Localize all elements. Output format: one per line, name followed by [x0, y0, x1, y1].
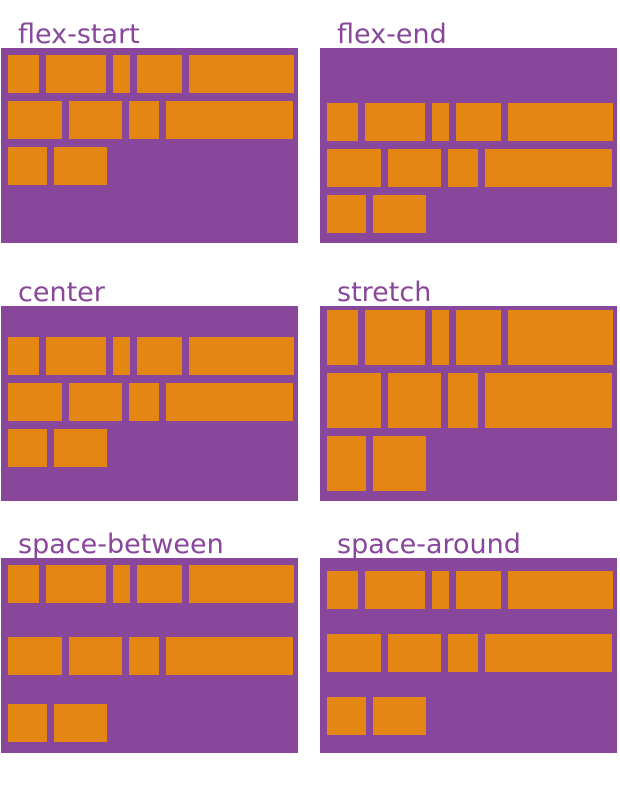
flex-item: [373, 696, 426, 735]
flex-container-flex-start: [1, 48, 298, 243]
flex-container-stretch: [320, 306, 617, 501]
flex-container-space-between: [1, 558, 298, 753]
flex-item: [327, 570, 358, 609]
flex-item: [432, 570, 449, 609]
flex-item: [327, 310, 358, 365]
flex-item: [69, 636, 122, 675]
flex-item: [46, 565, 106, 603]
flex-item: [8, 428, 47, 467]
flex-item: [327, 373, 381, 428]
flex-item: [365, 570, 425, 609]
flex-item: [327, 436, 366, 491]
flex-item: [373, 436, 426, 491]
flex-item: [129, 382, 159, 421]
flex-item: [189, 565, 294, 603]
panel-label-center: center: [18, 277, 105, 308]
flex-item: [54, 147, 107, 185]
panel-label-space-between: space-between: [18, 529, 224, 560]
flex-item: [69, 382, 122, 421]
flex-item: [508, 310, 613, 365]
flex-item: [69, 101, 122, 139]
flex-item: [54, 428, 107, 467]
panel-label-flex-end: flex-end: [337, 19, 447, 50]
flex-item: [137, 565, 182, 603]
flex-item: [432, 103, 449, 141]
flex-item: [327, 103, 358, 141]
flex-item: [485, 373, 612, 428]
flex-item: [54, 704, 107, 742]
flex-item: [448, 149, 478, 187]
flex-item: [8, 336, 39, 375]
flex-item: [137, 55, 182, 93]
flex-item: [327, 149, 381, 187]
flex-item: [432, 310, 449, 365]
flex-item: [327, 696, 366, 735]
flex-item: [485, 149, 612, 187]
flex-container-space-around: [320, 558, 617, 753]
flex-container-center: [1, 306, 298, 501]
flex-item: [137, 336, 182, 375]
flex-item: [508, 570, 613, 609]
flex-item: [448, 373, 478, 428]
flex-item: [365, 103, 425, 141]
flex-item: [448, 633, 478, 672]
flex-item: [8, 147, 47, 185]
flex-item: [8, 565, 39, 603]
flex-item: [456, 570, 501, 609]
flex-item: [46, 55, 106, 93]
flex-container-flex-end: [320, 48, 617, 243]
panel-label-space-around: space-around: [337, 529, 521, 560]
flex-item: [365, 310, 425, 365]
flex-item: [8, 704, 47, 742]
flex-item: [508, 103, 613, 141]
panel-label-stretch: stretch: [337, 277, 432, 308]
flex-item: [46, 336, 106, 375]
flex-item: [166, 636, 293, 675]
flex-item: [189, 336, 294, 375]
flex-item: [166, 101, 293, 139]
flex-item: [8, 636, 62, 675]
flex-item: [8, 101, 62, 139]
flex-item: [456, 310, 501, 365]
flex-item: [388, 633, 441, 672]
flex-item: [129, 636, 159, 675]
flex-item: [8, 382, 62, 421]
flex-item: [388, 373, 441, 428]
flex-item: [327, 633, 381, 672]
flex-item: [113, 336, 130, 375]
panel-label-flex-start: flex-start: [18, 19, 140, 50]
flex-item: [113, 565, 130, 603]
flex-item: [388, 149, 441, 187]
flex-item: [113, 55, 130, 93]
flex-item: [166, 382, 293, 421]
flex-item: [456, 103, 501, 141]
flex-item: [189, 55, 294, 93]
flex-item: [129, 101, 159, 139]
flex-item: [485, 633, 612, 672]
flex-item: [373, 195, 426, 233]
flex-item: [327, 195, 366, 233]
flex-item: [8, 55, 39, 93]
